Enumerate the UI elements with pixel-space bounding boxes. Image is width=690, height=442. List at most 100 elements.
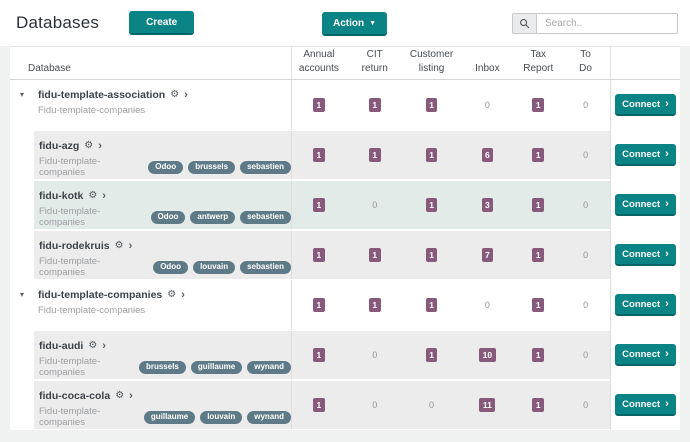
cell-cit-return: 0 (346, 400, 404, 410)
count-badge: 1 (532, 147, 545, 163)
database-subtitle-line: Fidu-template-companies (38, 105, 291, 116)
tag-louvain: louvain (193, 260, 236, 274)
action-button-label: Action (333, 18, 365, 29)
count-zero: 0 (583, 300, 589, 310)
tag-sebastien: sebastien (240, 210, 291, 224)
cell-annual-accounts: 1 (292, 347, 346, 363)
row-number-cells: 1 1 1 0 1 0 (291, 80, 610, 130)
row-number-cells: 1 0 1 3 1 0 (291, 181, 610, 229)
cell-tax-report: 1 (515, 147, 561, 163)
chevron-right-icon[interactable]: › (98, 139, 102, 152)
cell-to-do: 0 (561, 300, 610, 310)
connect-button[interactable]: Connect › (615, 344, 676, 366)
row-number-cells: 1 0 1 10 1 0 (291, 331, 610, 379)
connect-cell: Connect › (610, 380, 680, 430)
chevron-right-icon: › (665, 148, 669, 161)
expand-caret-icon[interactable]: ▾ (20, 290, 25, 299)
gear-icon[interactable]: ⚙ (84, 140, 94, 151)
cell-tax-report: 1 (515, 347, 561, 363)
cell-customer-listing: 1 (404, 147, 460, 163)
table-row: ▾ fidu-template-association ⚙ › Fidu-tem… (10, 80, 680, 130)
cell-tax-report: 1 (515, 97, 561, 113)
cell-to-do: 0 (561, 400, 610, 410)
count-badge: 1 (425, 197, 438, 213)
tag-odoo: Odoo (150, 210, 186, 224)
database-name[interactable]: fidu-rodekruis (39, 240, 110, 252)
gear-icon[interactable]: ⚙ (88, 190, 98, 201)
connect-button-label: Connect (622, 299, 661, 310)
database-name[interactable]: fidu-template-association (38, 89, 166, 101)
gear-icon[interactable]: ⚙ (114, 240, 124, 251)
database-subtitle-line: Fidu-template-companies Odoo louvain sebas… (39, 256, 291, 278)
count-badge: 1 (368, 247, 381, 263)
cell-inbox: 0 (459, 100, 515, 110)
count-badge: 1 (425, 247, 438, 263)
cell-tax-report: 1 (515, 297, 561, 313)
chevron-right-icon[interactable]: › (128, 239, 133, 252)
tag-list: Odoo antwerp sebastien (150, 210, 291, 224)
chevron-right-icon: › (665, 398, 669, 411)
row-main: ▾ fidu-template-companies ⚙ › Fidu-templ… (10, 280, 610, 330)
cell-annual-accounts: 1 (292, 247, 346, 263)
connect-cell: Connect › (610, 180, 680, 230)
chevron-right-icon[interactable]: › (181, 288, 185, 301)
database-cell: ▾ fidu-audi ⚙ › Fidu-template-companies … (34, 331, 291, 379)
create-button[interactable]: Create (129, 11, 195, 35)
gear-icon[interactable]: ⚙ (167, 289, 177, 300)
gear-icon[interactable]: ⚙ (170, 89, 180, 100)
column-header-cit-return: CIT return (361, 49, 388, 74)
database-name[interactable]: fidu-audi (39, 340, 84, 352)
search-input[interactable] (536, 13, 678, 34)
cell-cit-return: 1 (346, 97, 404, 113)
count-badge: 1 (425, 347, 438, 363)
database-name[interactable]: fidu-kotk (39, 190, 84, 202)
top-bar: Databases Create Action ▼ (0, 0, 690, 46)
tag-brussels: brussels (138, 360, 186, 374)
database-subtitle-line: Fidu-template-companies Odoo brussels seba… (39, 156, 291, 178)
count-badge: 11 (479, 397, 496, 413)
count-badge: 1 (532, 397, 545, 413)
tag-louvain: louvain (200, 410, 243, 424)
gear-icon[interactable]: ⚙ (88, 340, 98, 351)
count-zero: 0 (583, 150, 589, 160)
connect-button[interactable]: Connect › (615, 194, 676, 216)
database-name[interactable]: fidu-coca-cola (39, 390, 111, 402)
action-button[interactable]: Action ▼ (322, 12, 388, 36)
column-header-inbox: Inbox (475, 62, 500, 74)
cell-annual-accounts: 1 (292, 197, 346, 213)
connect-button-label: Connect (622, 149, 661, 160)
tag-wynand: wynand (247, 360, 291, 374)
connect-button[interactable]: Connect › (615, 244, 676, 266)
connect-button[interactable]: Connect › (615, 94, 676, 116)
chevron-right-icon[interactable]: › (102, 189, 106, 202)
connect-button-label: Connect (622, 99, 661, 110)
table-row: ▾ fidu-coca-cola ⚙ › Fidu-template-compa… (10, 380, 680, 430)
database-subtitle-line: Fidu-template-companies guillaume louvain… (39, 406, 291, 428)
database-name[interactable]: fidu-template-companies (38, 289, 163, 301)
count-zero: 0 (372, 200, 378, 210)
chevron-right-icon[interactable]: › (129, 389, 133, 402)
connect-button[interactable]: Connect › (615, 394, 676, 416)
database-name[interactable]: fidu-azg (39, 140, 80, 152)
count-badge: 1 (368, 147, 381, 163)
database-subtitle: Fidu-template-companies (38, 105, 146, 116)
chevron-right-icon: › (665, 98, 669, 111)
cell-to-do: 0 (561, 200, 610, 210)
connect-button[interactable]: Connect › (615, 144, 676, 166)
expand-caret-icon[interactable]: ▾ (20, 90, 25, 99)
cell-customer-listing: 1 (404, 197, 460, 213)
cell-to-do: 0 (561, 350, 610, 360)
chevron-right-icon[interactable]: › (102, 339, 106, 352)
column-header-annual-accounts: Annual accounts (298, 49, 339, 74)
count-badge: 1 (532, 197, 545, 213)
count-zero: 0 (372, 400, 378, 410)
database-subtitle: Fidu-template-companies (39, 356, 101, 378)
count-badge: 10 (479, 347, 496, 363)
tag-list: Odoo louvain sebastien (153, 260, 291, 274)
database-cell: ▾ fidu-template-companies ⚙ › Fidu-templ… (10, 280, 291, 330)
gear-icon[interactable]: ⚙ (115, 390, 125, 401)
chevron-right-icon: › (665, 248, 669, 261)
search-icon[interactable] (512, 13, 536, 34)
connect-button[interactable]: Connect › (615, 294, 676, 316)
chevron-right-icon[interactable]: › (184, 88, 188, 101)
